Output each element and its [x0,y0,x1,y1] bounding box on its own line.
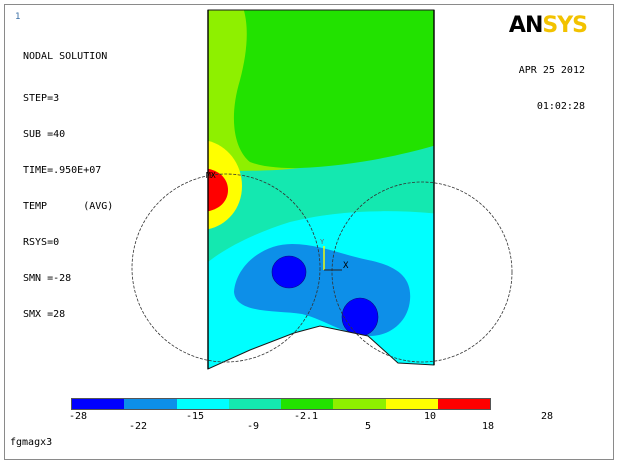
legend-label-upper-5: 28 [541,411,554,422]
legend-label-upper-2: -15 [186,411,205,422]
time-label: TIME=.950E+07 [23,165,102,176]
legend-label-lower-2: -9 [247,421,260,432]
legend-label-lower-3: 5 [365,421,372,432]
substep-label: SUB =40 [23,129,66,140]
legend-swatch-2 [124,399,177,409]
timestamp-block: APR 25 2012 01:02:28 [519,41,585,137]
contour-regions [208,10,434,369]
legend-label-upper-1: -28 [69,411,88,422]
legend-swatch-7 [385,399,439,409]
left-circle-boundary [131,173,321,363]
legend-swatch-5 [281,399,334,409]
contour-legend-bar [71,398,492,410]
legend-label-lower-4: 18 [482,421,495,432]
legend-swatch-6 [333,399,386,409]
step-label: STEP=3 [23,93,60,104]
legend-swatch-8 [438,399,491,409]
right-circle-boundary [331,181,513,363]
region-red [208,168,228,212]
axis-y-label: Y [320,238,325,246]
result-item-label: TEMP (AVG) [23,201,114,212]
region-blue-left [271,255,307,289]
smn-label: SMN =-28 [23,273,72,284]
legend-label-lower-1: -22 [129,421,148,432]
logo-suffix: SYS [542,13,588,38]
solution-title: NODAL SOLUTION [23,51,108,62]
plot-filename: fgmagx3 [10,437,53,448]
plot-date: APR 25 2012 [518,65,585,76]
legend-label-upper-3: -2.1 [294,411,319,422]
coordinate-axis-triad: X Y [320,238,349,271]
solution-info-block: NODAL SOLUTION STEP=3 SUB =40 TIME=.950E… [23,27,113,345]
region-blue-bottom [341,297,379,337]
plot-time: 01:02:28 [536,101,585,112]
ansys-logo: ANSYS [508,13,588,38]
legend-swatch-3 [176,399,229,409]
axis-x-label: X [343,261,349,271]
window-number: 1 [15,12,21,22]
smx-label: SMX =28 [23,309,66,320]
legend-label-upper-4: 10 [424,411,437,422]
region-green [234,10,434,169]
legend-swatch-1 [72,399,125,409]
rsys-label: RSYS=0 [23,237,60,248]
max-value-marker: MX [206,171,216,180]
logo-prefix: AN [508,13,543,38]
legend-swatch-4 [228,399,282,409]
